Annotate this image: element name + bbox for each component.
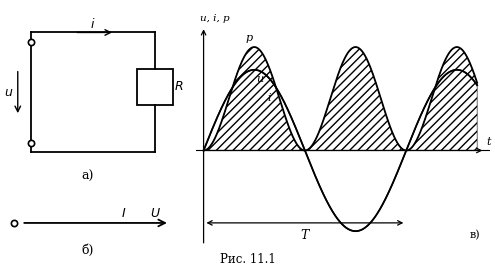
- Text: T: T: [301, 229, 309, 242]
- Text: p: p: [246, 33, 253, 43]
- Bar: [137, 69, 173, 105]
- Text: $R$: $R$: [174, 80, 184, 93]
- Text: i: i: [267, 93, 270, 103]
- Text: Рис. 11.1: Рис. 11.1: [220, 253, 275, 266]
- Text: u: u: [256, 74, 264, 84]
- Text: $U$: $U$: [149, 207, 160, 219]
- Text: б): б): [81, 244, 94, 257]
- Text: t: t: [487, 138, 492, 147]
- Text: $I$: $I$: [121, 207, 127, 219]
- Text: в): в): [470, 230, 480, 241]
- Text: а): а): [81, 170, 94, 183]
- Text: $u$: $u$: [4, 86, 13, 99]
- Text: $i$: $i$: [90, 17, 96, 31]
- Text: u, i, p: u, i, p: [199, 14, 229, 23]
